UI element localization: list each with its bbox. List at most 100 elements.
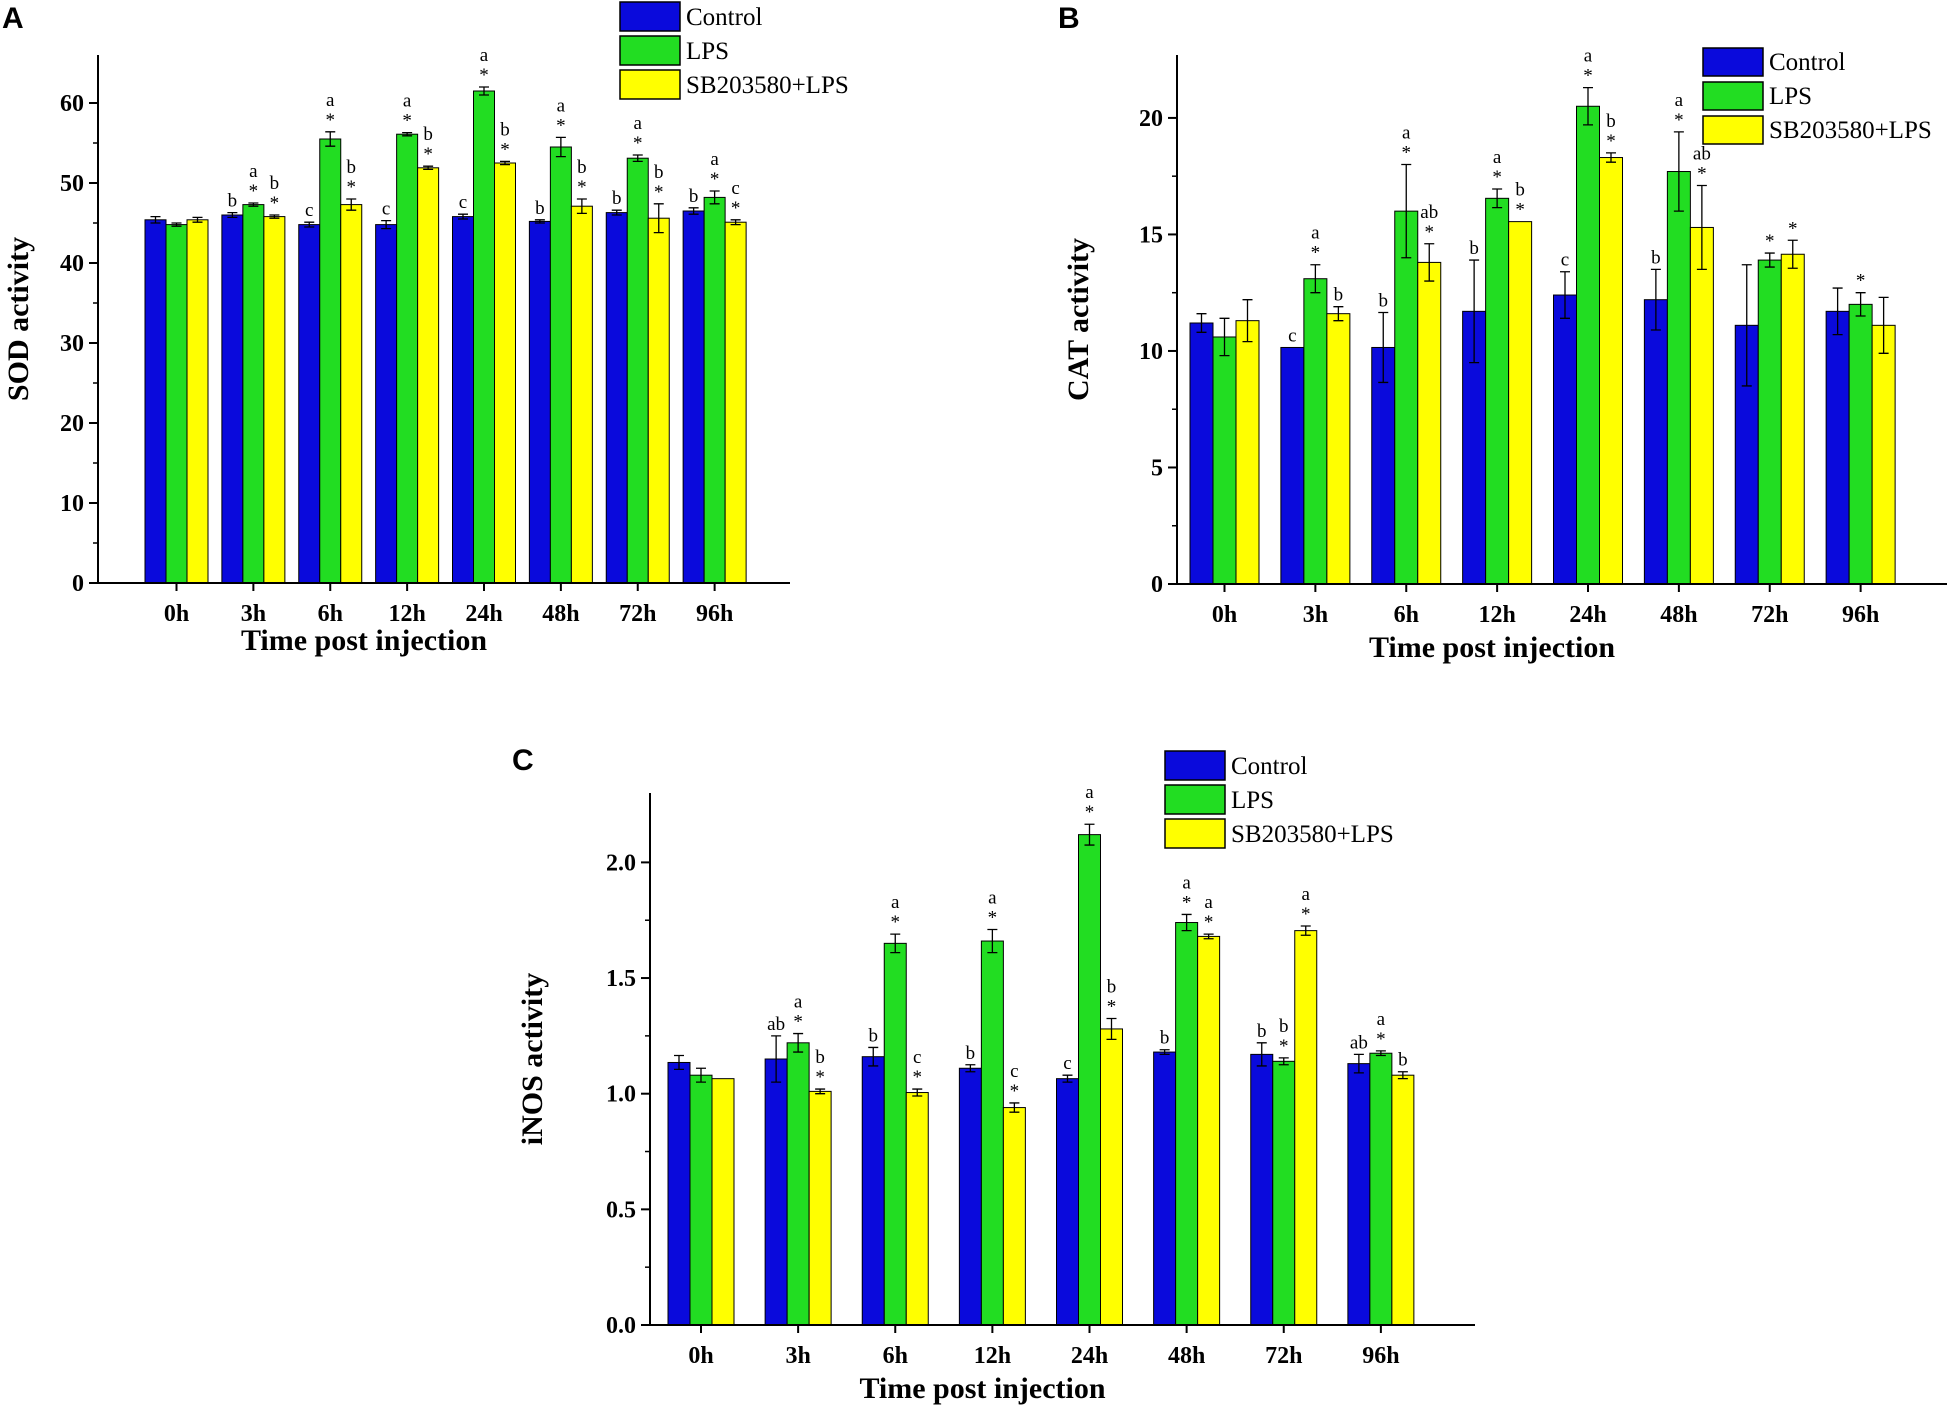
x-tick-label: 24h [1569, 602, 1606, 628]
bar-sb203580-lps-72h [1294, 930, 1318, 1326]
x-tick-label: 24h [465, 601, 502, 627]
bar-sb203580-lps-24h [1599, 157, 1623, 585]
panel-a-bars: b c c c b b b*a*a*a*a*a*a*a*b *b*b*b*b*b*c [144, 45, 747, 584]
x-tick-label: 48h [1660, 602, 1697, 628]
bar-sb203580-lps-3h [1326, 313, 1351, 585]
error-bar [500, 160, 510, 166]
legend-swatch-sb203580-lps [1702, 115, 1764, 145]
significance-asterisk: * [556, 115, 566, 136]
y-tick-label: 1.5 [606, 966, 636, 992]
bar-sb203580-lps-12h [1508, 221, 1533, 585]
error-bar [1606, 152, 1616, 163]
significance-letter: ab [1693, 144, 1711, 165]
bar-control-24h [1553, 294, 1577, 585]
error-bar [1159, 1049, 1170, 1056]
legend-swatch-lps [1702, 81, 1764, 111]
bar-lps-24h [1576, 105, 1600, 585]
bar-lps-72h [1272, 1060, 1296, 1326]
significance-asterisk: * [1425, 222, 1435, 243]
error-bar [674, 1054, 684, 1071]
significance-asterisk: * [1492, 167, 1502, 188]
bar-sb203580-lps-6h [340, 204, 363, 584]
error-bar [730, 219, 741, 226]
significance-letter: b [228, 191, 238, 212]
error-bar [402, 131, 413, 137]
bar-control-0h [667, 1061, 691, 1326]
x-tick-label: 96h [1362, 1343, 1399, 1369]
error-bar [325, 131, 336, 147]
bar-control-12h [958, 1067, 982, 1326]
bar-lps-72h [626, 157, 649, 584]
y-tick-label: 0 [1151, 572, 1163, 598]
x-axis-title: Time post injection [1369, 631, 1615, 664]
y-tick-label: 15 [1139, 222, 1163, 248]
bar-lps-6h [1394, 210, 1419, 585]
bar-lps-3h [786, 1042, 810, 1326]
bar-sb203580-lps-3h [808, 1090, 832, 1326]
x-tick-label: 0h [1212, 602, 1237, 628]
significance-letter: b [1334, 285, 1344, 306]
significance-letter: ab [767, 1014, 785, 1035]
bar-sb203580-lps-6h [1417, 261, 1442, 585]
legend-label: LPS [686, 38, 729, 65]
error-bar [1855, 292, 1866, 317]
significance-asterisk: * [1311, 243, 1321, 264]
significance-letter: a [249, 161, 258, 182]
bar-sb203580-lps-12h [417, 167, 440, 584]
panel-b-label: B [1058, 2, 1080, 35]
error-bar [1492, 188, 1503, 209]
bar-sb203580-lps-3h [263, 216, 286, 584]
bar-lps-96h [1848, 303, 1873, 585]
x-tick-label: 96h [1842, 602, 1879, 628]
significance-letter: c [382, 199, 390, 220]
panel-a: A b c c c b b b*a*a*a*a*a*a*a*b *b*b*b*b*b*c 01… [2, 1, 849, 657]
bar-lps-48h [1666, 171, 1691, 585]
error-bar [1278, 1057, 1289, 1066]
y-tick-label: 30 [60, 331, 84, 357]
error-bar [534, 219, 545, 224]
significance-letter: a [988, 887, 997, 908]
significance-asterisk: * [1697, 164, 1707, 185]
x-tick-label: 0h [688, 1343, 713, 1369]
error-bar [1878, 296, 1889, 354]
bar-lps-12h [980, 940, 1004, 1326]
bar-sb203580-lps-96h [1871, 324, 1896, 585]
error-bar [1353, 1053, 1364, 1074]
error-bar [696, 1067, 706, 1083]
error-bar [1560, 271, 1570, 319]
significance-letter: c [1063, 1053, 1071, 1074]
significance-letter: a [1493, 147, 1502, 168]
error-bar [1310, 264, 1321, 294]
y-tick-label: 2.0 [606, 850, 636, 876]
significance-letter: a [634, 113, 643, 134]
significance-asterisk: * [891, 912, 901, 933]
bar-control-24h [1056, 1078, 1079, 1326]
bar-lps-3h [242, 204, 265, 584]
significance-letter: b [966, 1043, 976, 1064]
error-bar [1469, 259, 1480, 364]
bar-sb203580-lps-72h [1780, 253, 1805, 585]
x-tick-label: 6h [1394, 602, 1419, 628]
error-bar [1650, 268, 1661, 331]
error-bar [1106, 1017, 1117, 1040]
error-bar [771, 1035, 782, 1083]
error-bar [1181, 913, 1192, 932]
error-bar [1764, 252, 1775, 268]
bar-sb203580-lps-24h [494, 162, 516, 584]
error-bar [1401, 163, 1412, 259]
x-tick-label: 48h [1168, 1343, 1205, 1369]
bar-lps-0h [1212, 336, 1237, 585]
significance-letter: b [1606, 111, 1616, 132]
significance-letter: b [423, 124, 433, 145]
bar-lps-48h [1175, 922, 1199, 1326]
bar-sb203580-lps-12h [1002, 1107, 1026, 1326]
error-bar [912, 1088, 923, 1097]
legend-swatch-control [1702, 47, 1764, 77]
bar-control-6h [298, 224, 321, 584]
y-tick-label: 60 [60, 91, 84, 117]
bar-sb203580-lps-96h [724, 221, 747, 584]
significance-letter: b [500, 119, 510, 140]
y-tick-label: 0.5 [606, 1197, 636, 1223]
error-bar [1378, 311, 1389, 384]
